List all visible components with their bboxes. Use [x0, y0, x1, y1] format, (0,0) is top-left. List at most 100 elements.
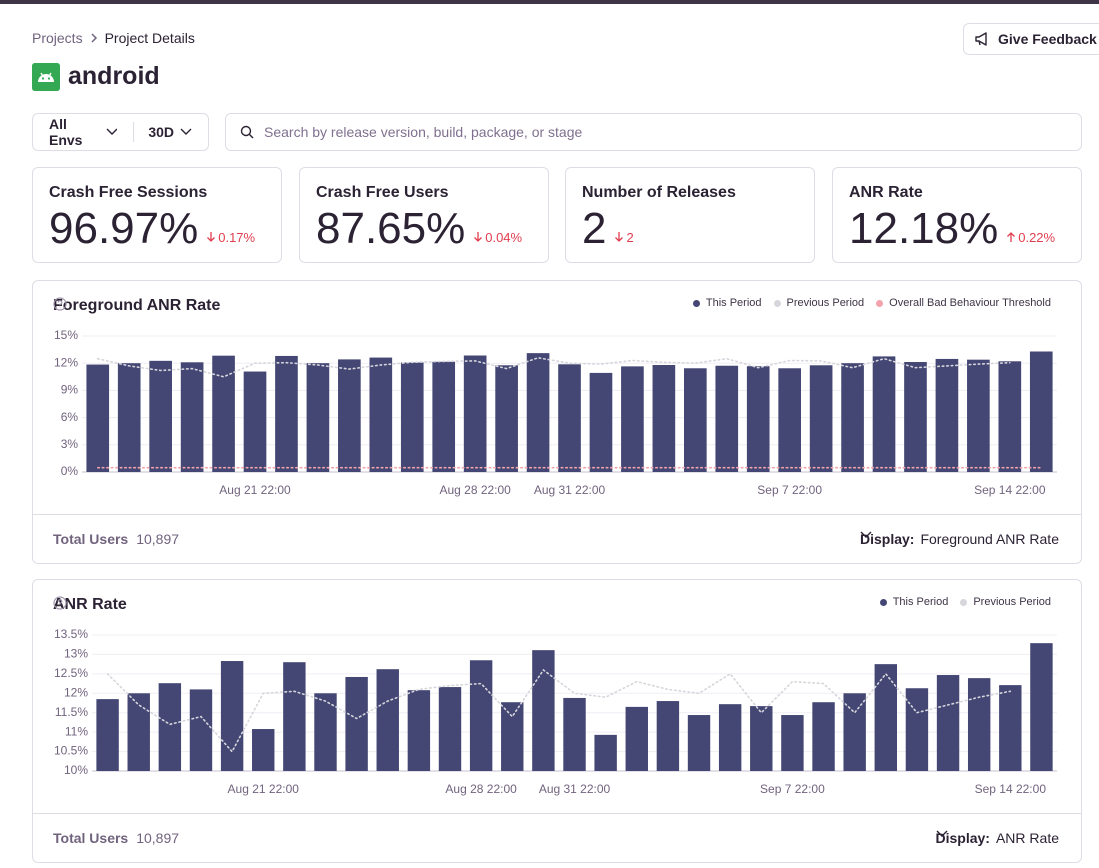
top-bar — [0, 0, 1099, 4]
display-label: Display: — [860, 531, 915, 547]
legend-swatch — [773, 299, 781, 307]
bar — [432, 361, 456, 472]
legend-label: This Period — [705, 297, 762, 309]
line — [106, 668, 1012, 753]
y-tick-label: 11% — [65, 724, 88, 738]
android-icon — [32, 62, 60, 91]
x-tick-label: Aug 28 22:00 — [445, 782, 517, 796]
env-select[interactable]: All Envs — [33, 116, 133, 148]
bar — [563, 697, 586, 771]
legend-label: Previous Period — [786, 297, 865, 309]
chart-title-text: Foreground ANR Rate — [53, 297, 221, 314]
arrow-path — [1007, 232, 1016, 242]
bar — [652, 365, 676, 472]
feedback-button[interactable]: Give Feedback — [963, 23, 1099, 55]
period-select[interactable]: 30D — [133, 122, 208, 142]
bar — [683, 368, 707, 472]
bar — [275, 355, 298, 472]
stat-value: 12.18% — [849, 204, 999, 253]
legend-item[interactable]: Overall Bad Behaviour Threshold — [876, 297, 1051, 309]
x-tick-label: Aug 21 22:00 — [228, 782, 300, 796]
chart: 0% 3% 6% 9% 12% 15% Aug 21 22:00 Aug 28 22:00 Au… — [54, 328, 1057, 497]
y-tick-label: 11.5% — [55, 705, 88, 719]
footer-stat: Total Users 10,897 — [53, 531, 179, 547]
stat-row: 87.65% 0.04% — [316, 204, 532, 254]
chart-title: Foreground ANR Rate — [53, 297, 220, 315]
y-tick-label: 10.5% — [54, 744, 88, 758]
bar — [1029, 351, 1053, 472]
chart-title: ANR Rate — [53, 596, 127, 614]
period-label: 30D — [148, 124, 174, 140]
change-arrow — [474, 232, 483, 242]
bar — [967, 678, 991, 771]
bar — [526, 353, 550, 472]
stat-change: 2 — [614, 230, 634, 245]
bar — [438, 687, 462, 771]
project-header: android — [32, 62, 160, 91]
bar — [621, 366, 644, 472]
bar — [345, 676, 368, 771]
stat-change: 0.22% — [1006, 230, 1055, 245]
bar — [495, 365, 518, 472]
stat-label: Crash Free Sessions — [49, 184, 208, 201]
display-select[interactable]: Display: Foreground ANR Rate — [860, 531, 1059, 547]
bar — [369, 357, 393, 472]
stat-label: Crash Free Users — [316, 184, 449, 201]
display-select[interactable]: Display: ANR Rate — [936, 830, 1060, 846]
bar — [158, 683, 182, 771]
chevron-path — [936, 830, 947, 837]
chart-footer: Total Users 10,897 Display: Foreground ANR … — [33, 514, 1081, 564]
help-icon — [53, 297, 67, 311]
arrow-path — [615, 232, 624, 242]
bar — [589, 372, 613, 472]
chevron — [180, 128, 192, 135]
megaphone-icon — [975, 32, 987, 46]
chart-panel: 10% 10.5% 11% 11.5% 12% 12.5% 13% 13.5% Aug 21 2… — [32, 579, 1082, 863]
bar — [904, 362, 927, 472]
chart-panel: 0% 3% 6% 9% 12% 15% Aug 21 22:00 Aug 28 22:00 Au… — [32, 280, 1082, 564]
bar — [376, 669, 399, 771]
stat-row: 96.97% 0.17% — [49, 204, 265, 254]
chart: 10% 10.5% 11% 11.5% 12% 12.5% 13% 13.5% Aug 21 2… — [54, 627, 1057, 796]
legend-item[interactable]: Previous Period — [773, 297, 865, 309]
env-label: All Envs — [49, 116, 83, 148]
help-mark — [57, 599, 63, 607]
y-tick-label: 13% — [64, 647, 88, 661]
y-tick-label: 6% — [61, 410, 79, 424]
legend-item[interactable]: This Period — [879, 596, 948, 608]
chevron — [91, 33, 97, 43]
legend-label: Overall Bad Behaviour Threshold — [889, 297, 1051, 309]
x-tick-label: Aug 21 22:00 — [219, 483, 291, 497]
bar — [314, 693, 337, 771]
bar — [469, 660, 493, 771]
bar — [338, 359, 361, 472]
bar — [243, 371, 267, 472]
chevron-path — [860, 531, 872, 538]
legend-item[interactable]: Previous Period — [960, 596, 1051, 608]
x-tick-label: Sep 7 22:00 — [760, 782, 825, 796]
line — [97, 356, 1011, 378]
search-box[interactable]: Search by release version, build, packag… — [225, 113, 1082, 151]
legend: This Period Previous Period — [879, 596, 1051, 608]
stat-card: ANR Rate 12.18% 0.22% — [832, 167, 1082, 263]
bar — [841, 363, 864, 472]
bar — [812, 702, 835, 771]
legend-label: Previous Period — [973, 596, 1051, 608]
y-tick-label: 15% — [54, 328, 78, 342]
x-tick-label: Aug 31 22:00 — [534, 483, 606, 497]
bar — [687, 715, 711, 771]
bar — [715, 365, 739, 472]
bar — [306, 363, 330, 472]
change-value: 0.22% — [1018, 229, 1056, 245]
arrow-path — [474, 232, 483, 242]
bar — [220, 661, 244, 771]
breadcrumb[interactable]: Projects — [32, 30, 83, 46]
bar — [843, 693, 866, 771]
legend-item[interactable]: This Period — [692, 297, 762, 309]
bar — [558, 364, 581, 472]
filter-group: All Envs 30D — [32, 113, 209, 151]
breadcrumb: Project Details — [104, 30, 195, 46]
bar — [718, 704, 742, 771]
